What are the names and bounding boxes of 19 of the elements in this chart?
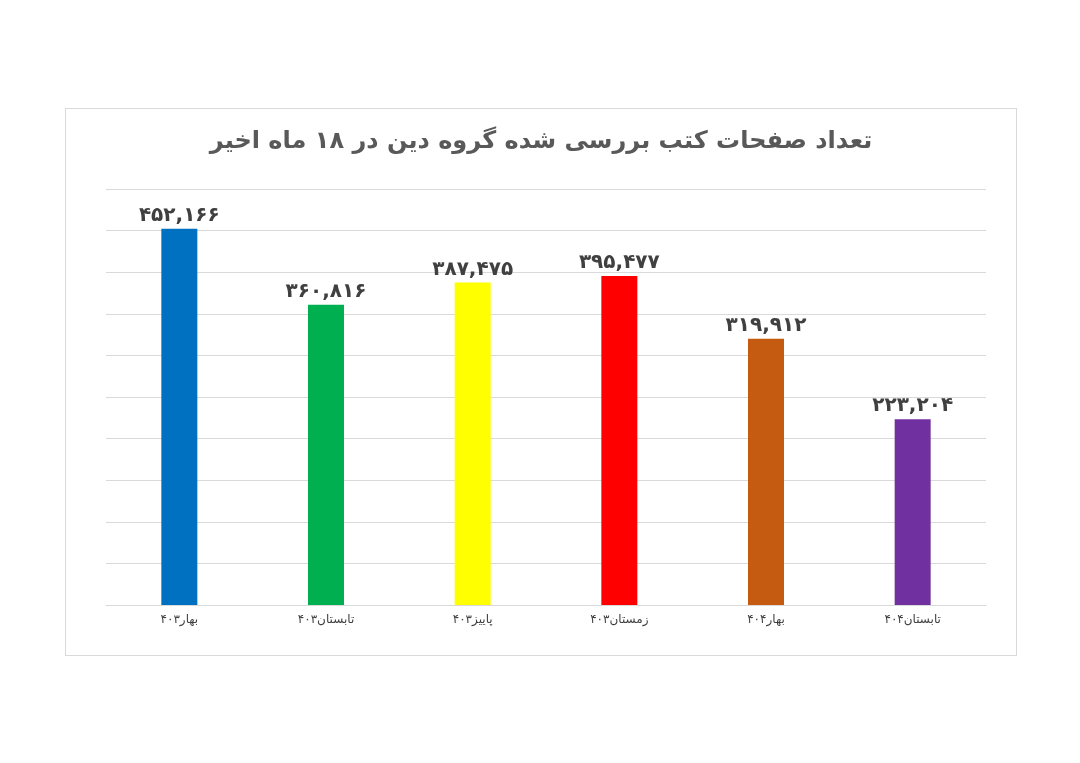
- x-tick-label: بهار۴۰۴: [747, 612, 785, 627]
- data-label: ۳۶۰,۸۱۶: [285, 277, 367, 302]
- chart-title: تعداد صفحات کتب بررسی شده گروه دین در ۱۸ ماه اخیر: [208, 126, 873, 154]
- data-label: ۳۹۵,۴۷۷: [578, 248, 660, 273]
- data-label: ۲۲۳,۲۰۴: [872, 392, 954, 417]
- bar: [454, 282, 491, 605]
- x-tick-label: تابستان۴۰۴: [884, 612, 941, 626]
- x-tick-label: زمستان۴۰۳: [590, 612, 649, 627]
- bar: [161, 228, 198, 605]
- bar: [748, 338, 784, 605]
- x-tick-label: تابستان۴۰۳: [297, 612, 355, 626]
- x-tick-label: بهار۴۰۳: [160, 612, 199, 627]
- bar: [894, 419, 931, 605]
- bar: [601, 275, 638, 605]
- data-label: ۳۱۹,۹۱۲: [725, 311, 807, 336]
- data-label: ۳۸۷,۴۷۵: [432, 255, 514, 280]
- data-label: ۴۵۲,۱۶۶: [138, 201, 220, 226]
- bar: [308, 304, 344, 605]
- x-tick-label: پاییز۴۰۳: [452, 612, 493, 627]
